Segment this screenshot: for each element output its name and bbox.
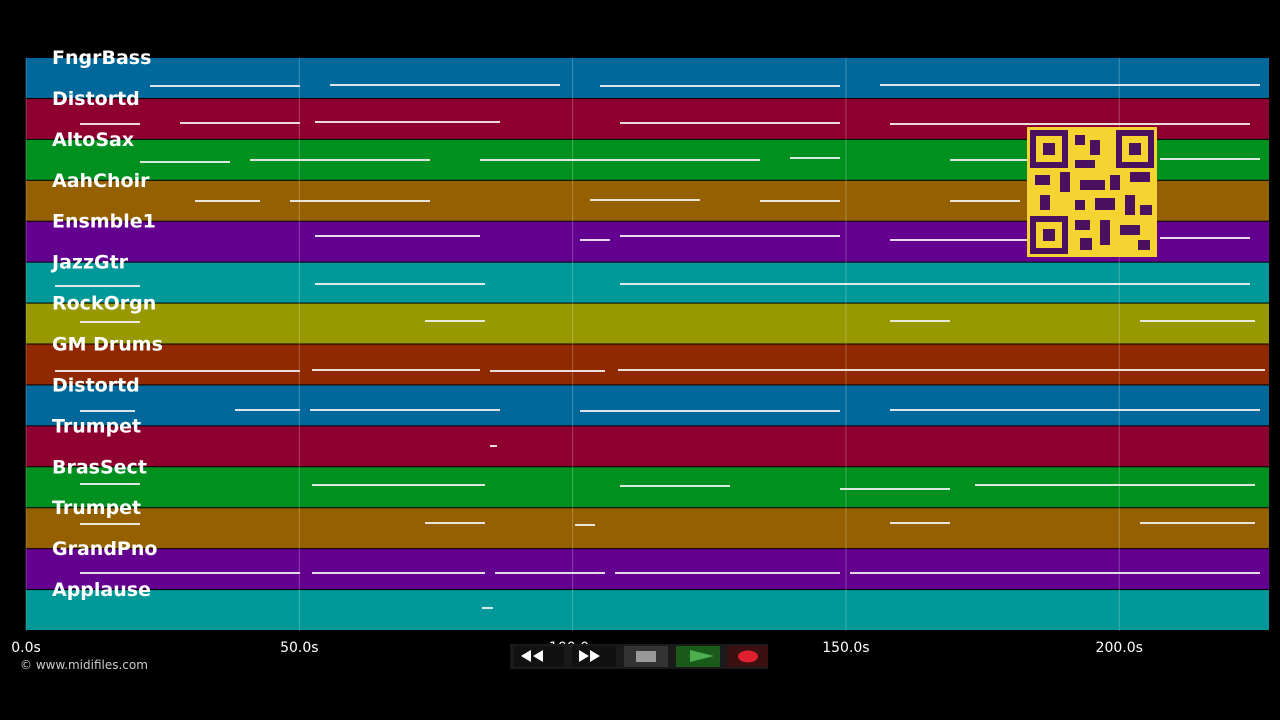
stop-button[interactable] <box>624 646 668 667</box>
track-name: Applause <box>52 579 151 601</box>
track-name: AahChoir <box>52 170 150 192</box>
time-tick-label: 0.0s <box>11 640 41 656</box>
track-name: Distortd <box>52 374 140 396</box>
forward-button[interactable] <box>572 646 616 667</box>
track-row <box>26 344 1269 385</box>
footer: © www.midifiles.com <box>20 658 148 672</box>
track-name: GrandPno <box>52 538 157 560</box>
track-row <box>26 426 1269 467</box>
time-tick-label: 150.0s <box>822 640 869 656</box>
note-traces <box>55 84 1265 609</box>
time-tick-label: 50.0s <box>280 640 318 656</box>
track-row <box>26 58 1269 98</box>
track-row <box>26 549 1269 590</box>
track-row <box>26 467 1269 508</box>
track-row <box>26 262 1269 303</box>
time-grid <box>25 58 1120 631</box>
play-button[interactable] <box>676 646 720 667</box>
track-name: BrasSect <box>52 456 147 478</box>
transport-controls <box>510 644 768 669</box>
record-button[interactable] <box>727 646 768 667</box>
track-name: FngrBass <box>52 47 151 69</box>
track-name: Trumpet <box>52 497 141 519</box>
track-row <box>26 508 1269 549</box>
track-name: JazzGtr <box>50 252 129 274</box>
track-name: Distortd <box>52 88 140 110</box>
track-name: GM Drums <box>52 334 163 356</box>
time-tick-label: 200.0s <box>1096 640 1143 656</box>
track-labels: FngrBass Distortd AltoSax AahChoir Ensmble1 J… <box>50 47 163 601</box>
track-row <box>26 385 1269 426</box>
rewind-button[interactable] <box>514 646 564 667</box>
track-name: RockOrgn <box>52 293 156 315</box>
track-name: AltoSax <box>52 129 134 151</box>
track-name: Ensmble1 <box>52 211 156 233</box>
qr-code <box>1027 127 1157 257</box>
track-row <box>26 590 1269 630</box>
track-row <box>26 303 1269 344</box>
track-name: Trumpet <box>52 415 141 437</box>
